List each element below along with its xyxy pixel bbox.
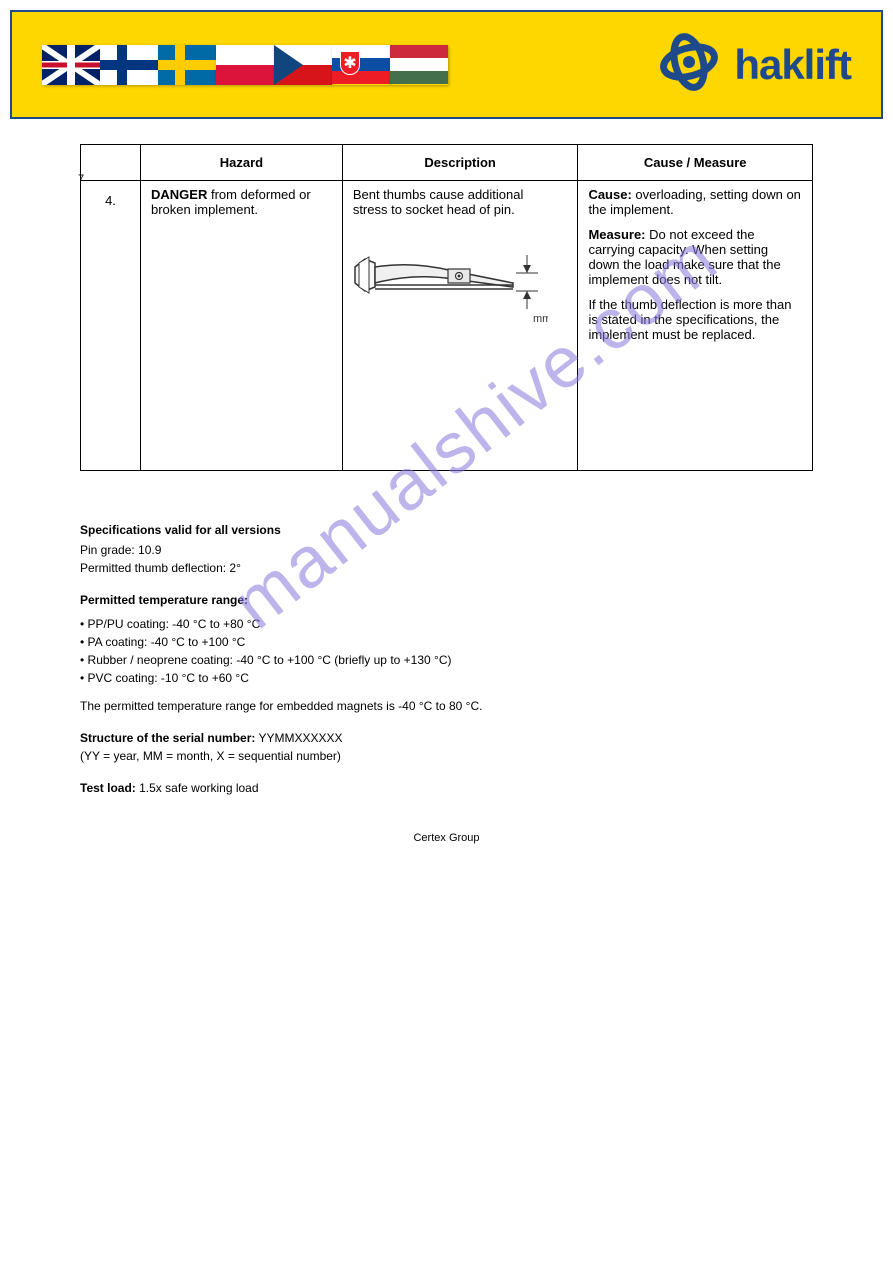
brand-logo: haklift bbox=[659, 32, 851, 97]
pin-label: Pin grade: bbox=[80, 543, 135, 557]
col-hazard: Hazard bbox=[141, 145, 343, 181]
brand-name: haklift bbox=[734, 41, 851, 89]
svg-text:mm: mm bbox=[533, 313, 548, 325]
serial-value: YYMMXXXXXX bbox=[255, 731, 342, 745]
desc-line1: Bent thumbs cause additional bbox=[353, 187, 568, 202]
cause-heading: Cause: bbox=[588, 187, 631, 202]
cause-measure-cell: Cause: overloading, setting down on the … bbox=[578, 181, 813, 471]
col-description: Description bbox=[342, 145, 578, 181]
footer-brand: Certex Group bbox=[80, 832, 813, 844]
desc-line2: stress to socket head of pin. bbox=[353, 202, 568, 217]
hazard-cell: DANGER from deformed or broken implement… bbox=[141, 181, 343, 471]
thumb-deflection-diagram: mm bbox=[353, 237, 568, 335]
header-banner: haklift bbox=[10, 10, 883, 119]
temp-note: The permitted temperature range for embe… bbox=[80, 697, 813, 715]
flag-se[interactable] bbox=[158, 45, 216, 85]
temp-heading: Permitted temperature range: bbox=[80, 591, 813, 609]
serial-heading: Structure of the serial number: bbox=[80, 731, 255, 745]
table-header-row: Hazard Description Cause / Measure bbox=[81, 145, 813, 181]
testload-value: 1.5x safe working load bbox=[139, 781, 258, 795]
serial-explain: (YY = year, MM = month, X = sequential n… bbox=[80, 747, 813, 765]
col-blank bbox=[81, 145, 141, 181]
hazard-title: DANGER bbox=[151, 187, 207, 202]
temp-item: PA coating: -40 °C to +100 °C bbox=[80, 633, 813, 651]
hazard-table: Hazard Description Cause / Measure 4. DA… bbox=[80, 144, 813, 471]
page-number: 7 bbox=[78, 173, 84, 185]
testload-heading: Test load: bbox=[80, 781, 139, 795]
temp-item: PP/PU coating: -40 °C to +80 °C bbox=[80, 615, 813, 633]
deflection-label: Permitted thumb deflection: bbox=[80, 561, 226, 575]
flag-cz[interactable] bbox=[274, 45, 332, 85]
page-content: Hazard Description Cause / Measure 4. DA… bbox=[0, 144, 893, 844]
language-flags bbox=[42, 45, 448, 85]
temp-item: PVC coating: -10 °C to +60 °C bbox=[80, 669, 813, 687]
deflection-value: 2° bbox=[229, 561, 240, 575]
col-cause: Cause / Measure bbox=[578, 145, 813, 181]
measure-heading: Measure: bbox=[588, 227, 645, 242]
description-cell: Bent thumbs cause additional stress to s… bbox=[342, 181, 578, 471]
pin-value: 10.9 bbox=[138, 543, 161, 557]
spec-title: Specifications valid for all versions bbox=[80, 521, 813, 539]
flag-pl[interactable] bbox=[216, 45, 274, 85]
temp-item: Rubber / neoprene coating: -40 °C to +10… bbox=[80, 651, 813, 669]
flag-hu[interactable] bbox=[390, 45, 448, 85]
flag-fi[interactable] bbox=[100, 45, 158, 85]
haklift-emblem-icon bbox=[659, 32, 719, 97]
table-row: 4. DANGER from deformed or broken implem… bbox=[81, 181, 813, 471]
flag-uk[interactable] bbox=[42, 45, 100, 85]
temp-list: PP/PU coating: -40 °C to +80 °C PA coati… bbox=[80, 615, 813, 687]
measure-text2: If the thumb deflection is more than is … bbox=[588, 297, 802, 342]
specifications-section: Specifications valid for all versions Pi… bbox=[80, 521, 813, 797]
flag-sk[interactable] bbox=[332, 45, 390, 85]
row-number: 4. bbox=[81, 181, 141, 471]
